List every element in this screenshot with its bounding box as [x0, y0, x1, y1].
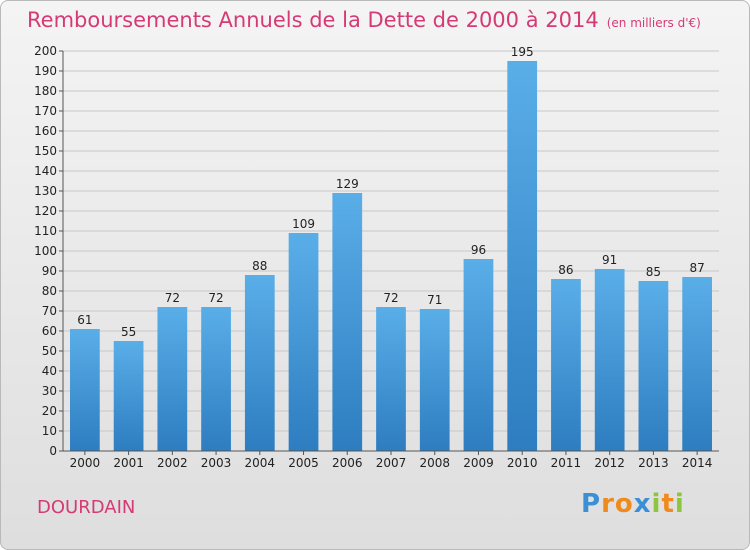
bar-value-label: 55 — [121, 325, 136, 339]
x-tick-label: 2014 — [682, 456, 713, 470]
x-tick-label: 2012 — [594, 456, 625, 470]
y-tick-label: 180 — [34, 84, 57, 98]
bar-value-label: 86 — [558, 263, 573, 277]
y-tick-label: 0 — [49, 444, 57, 458]
bars: 61 55 72 72 88 109 129 72 71 96 195 86 91 85 87 — [69, 45, 713, 451]
proxiti-logo: Proxiti — [581, 489, 685, 519]
y-tick-label: 60 — [42, 324, 57, 338]
logo-letter: i — [674, 489, 685, 519]
bar-value-label: 72 — [383, 291, 398, 305]
bar — [594, 269, 625, 451]
bar — [419, 309, 450, 451]
chart-unit-label: (en milliers d'€) — [606, 16, 701, 30]
y-tick-label: 50 — [42, 344, 57, 358]
x-axis-ticks: 2000 2001 2002 2003 2004 2005 2006 2007 2008 2009… — [70, 451, 713, 470]
bar — [682, 277, 713, 451]
x-tick-label: 2011 — [551, 456, 582, 470]
bar-value-label: 85 — [646, 265, 661, 279]
y-tick-label: 80 — [42, 284, 57, 298]
y-tick-label: 120 — [34, 204, 57, 218]
y-tick-label: 110 — [34, 224, 57, 238]
bar — [201, 307, 231, 451]
bar — [69, 329, 100, 451]
x-tick-label: 2007 — [376, 456, 407, 470]
bar-value-label: 87 — [689, 261, 704, 275]
y-tick-label: 140 — [34, 164, 57, 178]
commune-name: DOURDAIN — [37, 497, 136, 518]
x-tick-label: 2010 — [507, 456, 538, 470]
x-tick-label: 2002 — [157, 456, 188, 470]
logo-letter: o — [614, 489, 634, 519]
axes — [62, 51, 719, 452]
x-tick-label: 2004 — [245, 456, 276, 470]
y-tick-label: 20 — [42, 404, 57, 418]
y-tick-label: 160 — [34, 124, 57, 138]
chart-title: Remboursements Annuels de la Dette de 20… — [27, 8, 701, 32]
y-tick-label: 30 — [42, 384, 57, 398]
y-tick-label: 150 — [34, 144, 57, 158]
logo-letter: r — [601, 489, 615, 519]
x-tick-label: 2013 — [638, 456, 669, 470]
bar — [638, 281, 669, 451]
y-tick-label: 40 — [42, 364, 57, 378]
bar-value-label: 71 — [427, 293, 442, 307]
x-tick-label: 2001 — [113, 456, 144, 470]
logo-letter: P — [581, 489, 602, 519]
bar — [376, 307, 406, 451]
chart-title-text: Remboursements Annuels de la Dette de 20… — [27, 8, 599, 32]
bar-value-label: 109 — [292, 217, 315, 231]
y-tick-label: 190 — [34, 64, 57, 78]
bar — [113, 341, 144, 451]
x-tick-label: 2000 — [70, 456, 101, 470]
bar — [332, 193, 363, 451]
y-axis-ticks: 0 10 20 30 40 50 60 70 80 90 100 110 120 130 140 150 160… — [34, 44, 63, 458]
bar-value-label: 91 — [602, 253, 617, 267]
bar-value-label: 61 — [77, 313, 92, 327]
bar-value-label: 72 — [165, 291, 180, 305]
y-tick-label: 70 — [42, 304, 57, 318]
x-tick-label: 2005 — [288, 456, 319, 470]
bar — [244, 275, 275, 451]
x-tick-label: 2008 — [419, 456, 450, 470]
y-tick-label: 10 — [42, 424, 57, 438]
bar — [288, 233, 319, 451]
bar — [551, 279, 581, 451]
logo-letter: x — [633, 489, 652, 519]
bar — [157, 307, 188, 451]
x-tick-label: 2006 — [332, 456, 363, 470]
x-tick-label: 2009 — [463, 456, 494, 470]
x-tick-label: 2003 — [201, 456, 232, 470]
bar-value-label: 72 — [208, 291, 223, 305]
y-tick-label: 100 — [34, 244, 57, 258]
y-tick-label: 130 — [34, 184, 57, 198]
bar — [507, 61, 538, 451]
y-tick-label: 90 — [42, 264, 57, 278]
bar — [463, 259, 494, 451]
bar-value-label: 88 — [252, 259, 267, 273]
y-tick-label: 200 — [34, 44, 57, 58]
logo-letter: i — [651, 489, 662, 519]
bar-value-label: 195 — [511, 45, 534, 59]
bar-value-label: 96 — [471, 243, 486, 257]
logo-letter: t — [661, 489, 675, 519]
y-tick-label: 170 — [34, 104, 57, 118]
bar-value-label: 129 — [336, 177, 359, 191]
